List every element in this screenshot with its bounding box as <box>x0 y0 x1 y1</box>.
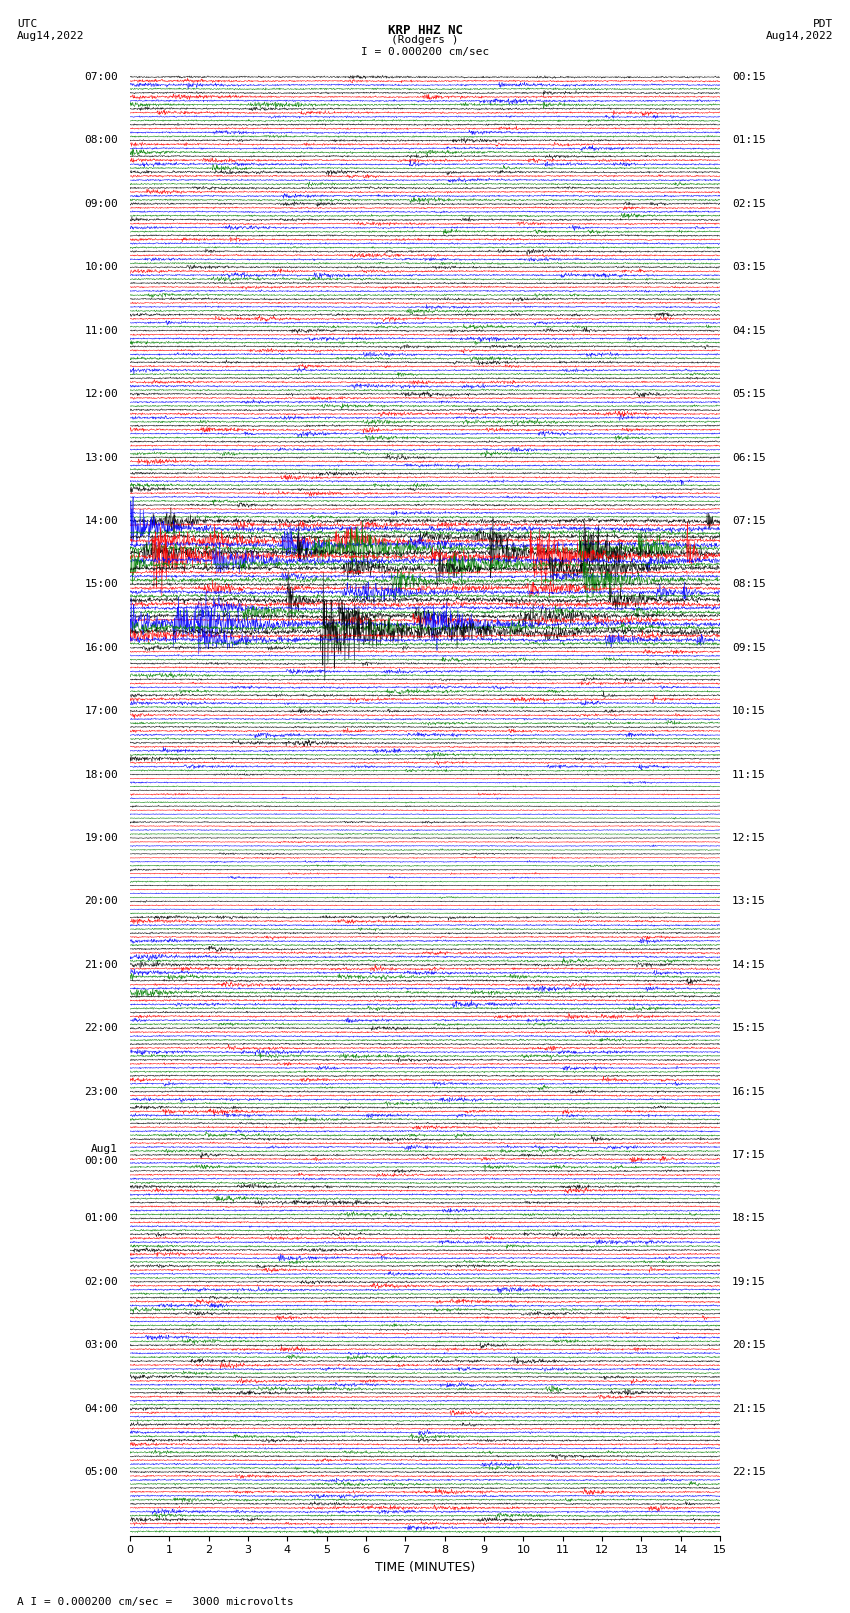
Text: 01:00: 01:00 <box>84 1213 118 1224</box>
Text: UTC
Aug14,2022: UTC Aug14,2022 <box>17 19 84 40</box>
Text: 07:00: 07:00 <box>84 73 118 82</box>
Text: 12:00: 12:00 <box>84 389 118 398</box>
Text: 13:15: 13:15 <box>732 897 766 907</box>
Text: 01:15: 01:15 <box>732 135 766 145</box>
Text: 15:00: 15:00 <box>84 579 118 589</box>
Text: 09:15: 09:15 <box>732 642 766 653</box>
Text: 03:00: 03:00 <box>84 1340 118 1350</box>
Text: 22:15: 22:15 <box>732 1468 766 1478</box>
X-axis label: TIME (MINUTES): TIME (MINUTES) <box>375 1561 475 1574</box>
Text: 04:00: 04:00 <box>84 1403 118 1413</box>
Text: 05:00: 05:00 <box>84 1468 118 1478</box>
Text: A I = 0.000200 cm/sec =   3000 microvolts: A I = 0.000200 cm/sec = 3000 microvolts <box>17 1597 294 1607</box>
Text: PDT
Aug14,2022: PDT Aug14,2022 <box>766 19 833 40</box>
Text: 19:00: 19:00 <box>84 832 118 844</box>
Text: 21:15: 21:15 <box>732 1403 766 1413</box>
Text: 18:00: 18:00 <box>84 769 118 779</box>
Text: I = 0.000200 cm/sec: I = 0.000200 cm/sec <box>361 47 489 56</box>
Text: 19:15: 19:15 <box>732 1277 766 1287</box>
Text: 02:00: 02:00 <box>84 1277 118 1287</box>
Text: 23:00: 23:00 <box>84 1087 118 1097</box>
Text: 14:00: 14:00 <box>84 516 118 526</box>
Text: 15:15: 15:15 <box>732 1023 766 1034</box>
Text: 13:00: 13:00 <box>84 453 118 463</box>
Text: (Rodgers ): (Rodgers ) <box>391 35 459 45</box>
Text: 07:15: 07:15 <box>732 516 766 526</box>
Text: 06:15: 06:15 <box>732 453 766 463</box>
Text: 08:00: 08:00 <box>84 135 118 145</box>
Text: 20:00: 20:00 <box>84 897 118 907</box>
Text: 09:00: 09:00 <box>84 198 118 208</box>
Text: 04:15: 04:15 <box>732 326 766 336</box>
Text: 14:15: 14:15 <box>732 960 766 969</box>
Text: 03:15: 03:15 <box>732 263 766 273</box>
Text: 00:15: 00:15 <box>732 73 766 82</box>
Text: 11:00: 11:00 <box>84 326 118 336</box>
Text: 16:15: 16:15 <box>732 1087 766 1097</box>
Text: 10:15: 10:15 <box>732 706 766 716</box>
Text: 17:15: 17:15 <box>732 1150 766 1160</box>
Text: 08:15: 08:15 <box>732 579 766 589</box>
Text: 16:00: 16:00 <box>84 642 118 653</box>
Text: 02:15: 02:15 <box>732 198 766 208</box>
Text: 17:00: 17:00 <box>84 706 118 716</box>
Text: 12:15: 12:15 <box>732 832 766 844</box>
Text: 22:00: 22:00 <box>84 1023 118 1034</box>
Text: 11:15: 11:15 <box>732 769 766 779</box>
Text: Aug1
00:00: Aug1 00:00 <box>84 1144 118 1166</box>
Text: 21:00: 21:00 <box>84 960 118 969</box>
Text: KRP HHZ NC: KRP HHZ NC <box>388 24 462 37</box>
Text: 10:00: 10:00 <box>84 263 118 273</box>
Text: 18:15: 18:15 <box>732 1213 766 1224</box>
Text: 05:15: 05:15 <box>732 389 766 398</box>
Text: 20:15: 20:15 <box>732 1340 766 1350</box>
